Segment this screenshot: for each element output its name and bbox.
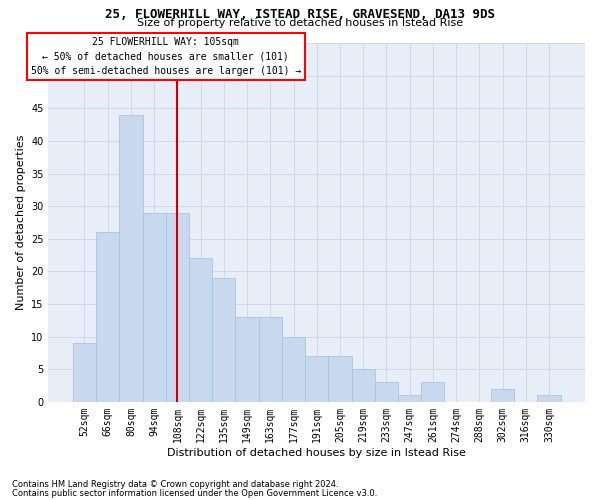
Bar bbox=[235, 317, 259, 402]
Text: 25 FLOWERHILL WAY: 105sqm
← 50% of detached houses are smaller (101)
50% of semi: 25 FLOWERHILL WAY: 105sqm ← 50% of detac… bbox=[31, 36, 301, 76]
Bar bbox=[352, 369, 375, 402]
Bar bbox=[119, 115, 143, 402]
Text: Contains HM Land Registry data © Crown copyright and database right 2024.: Contains HM Land Registry data © Crown c… bbox=[12, 480, 338, 489]
Text: Size of property relative to detached houses in Istead Rise: Size of property relative to detached ho… bbox=[137, 18, 463, 28]
Bar bbox=[189, 258, 212, 402]
Bar bbox=[328, 356, 352, 402]
Y-axis label: Number of detached properties: Number of detached properties bbox=[16, 135, 26, 310]
Bar bbox=[73, 343, 96, 402]
Bar bbox=[166, 213, 189, 402]
Bar bbox=[398, 396, 421, 402]
Bar bbox=[212, 278, 235, 402]
Text: 25, FLOWERHILL WAY, ISTEAD RISE, GRAVESEND, DA13 9DS: 25, FLOWERHILL WAY, ISTEAD RISE, GRAVESE… bbox=[105, 8, 495, 20]
Bar bbox=[491, 389, 514, 402]
Bar bbox=[538, 396, 560, 402]
Text: Contains public sector information licensed under the Open Government Licence v3: Contains public sector information licen… bbox=[12, 489, 377, 498]
Bar bbox=[143, 213, 166, 402]
X-axis label: Distribution of detached houses by size in Istead Rise: Distribution of detached houses by size … bbox=[167, 448, 466, 458]
Bar bbox=[305, 356, 328, 402]
Bar bbox=[259, 317, 282, 402]
Bar bbox=[96, 232, 119, 402]
Bar bbox=[282, 336, 305, 402]
Bar bbox=[375, 382, 398, 402]
Bar bbox=[421, 382, 445, 402]
